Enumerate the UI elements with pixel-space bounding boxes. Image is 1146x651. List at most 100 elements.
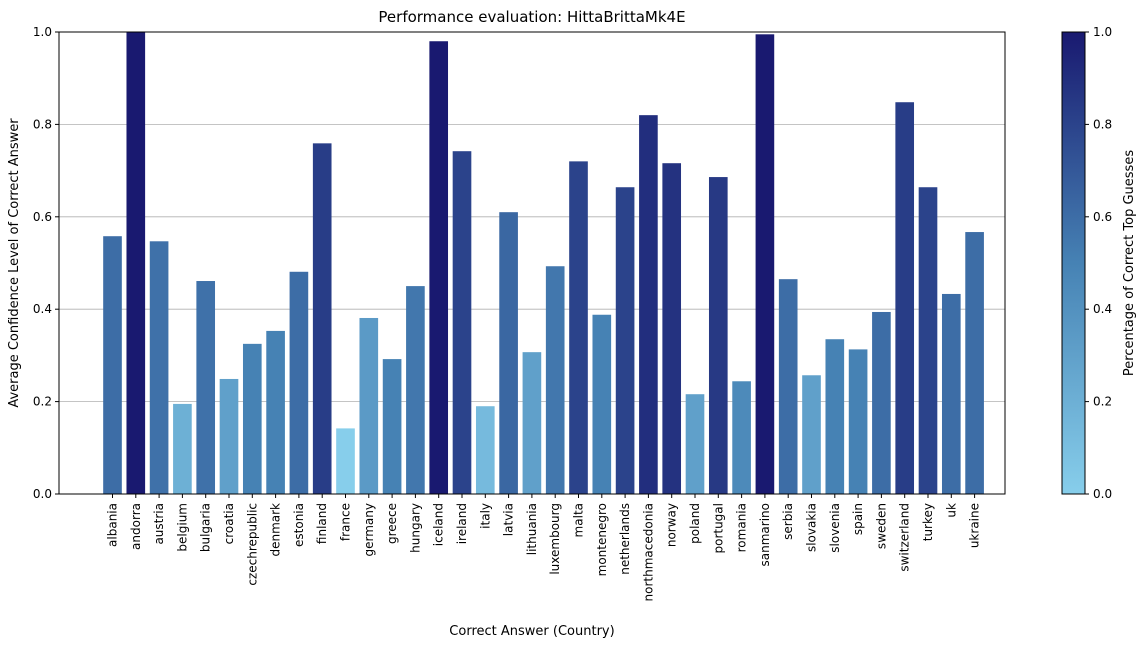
x-tick-label: slovakia	[805, 503, 819, 552]
colorbar-ticks: 0.0 0.2 0.4 0.6 0.8 1.0	[1085, 25, 1112, 501]
bar-poland	[685, 394, 705, 494]
bar-finland	[312, 143, 332, 495]
x-tick-label: romania	[735, 503, 749, 552]
colorbar-tick-label: 1.0	[1093, 25, 1112, 39]
x-tick-label: hungary	[408, 503, 422, 553]
x-tick-label: czechrepublic	[245, 503, 259, 586]
bar-luxembourg	[545, 266, 565, 494]
x-tick-label: serbia	[781, 503, 795, 540]
x-tick-label: sweden	[874, 503, 888, 549]
x-tick-label: malta	[572, 503, 586, 537]
bar-malta	[569, 161, 588, 495]
bar-france	[336, 428, 355, 494]
bar-serbia	[778, 279, 798, 494]
colorbar-tick-label: 0.0	[1093, 487, 1112, 501]
bar-spain	[848, 349, 868, 494]
bars	[103, 32, 984, 495]
x-tick-label: netherlands	[618, 503, 632, 575]
bar-bulgaria	[196, 281, 216, 494]
y-axis-label: Average Confidence Level of Correct Answ…	[7, 118, 22, 408]
bar-andorra	[126, 32, 146, 494]
bar-czechrepublic	[242, 343, 262, 494]
bar-switzerland	[895, 102, 915, 494]
colorbar-tick-label: 0.2	[1093, 395, 1112, 409]
bar-belgium	[173, 403, 192, 494]
bar-netherlands	[615, 187, 635, 494]
x-tick-label: northmacedonia	[641, 503, 655, 601]
bar-norway	[662, 163, 682, 494]
y-tick-label: 0.4	[33, 302, 52, 316]
x-tick-label: uk	[944, 503, 958, 518]
x-tick-label: austria	[152, 503, 166, 545]
x-tick-label: italy	[478, 503, 492, 529]
x-tick-label: iceland	[432, 503, 446, 546]
bar-montenegro	[592, 314, 612, 494]
x-tick-label: lithuania	[525, 503, 539, 555]
x-axis-ticks: albania andorra austria belgium bulgaria croa…	[106, 494, 982, 601]
x-tick-label: portugal	[711, 503, 725, 554]
bar-latvia	[499, 212, 518, 494]
x-tick-label: greece	[385, 503, 399, 544]
x-tick-label: slovenia	[828, 503, 842, 553]
x-tick-label: denmark	[269, 503, 283, 557]
bar-ireland	[452, 151, 472, 495]
x-tick-label: poland	[688, 503, 702, 544]
x-tick-label: sanmarino	[758, 503, 772, 566]
bar-portugal	[708, 177, 728, 494]
bar-ukraine	[965, 232, 984, 494]
bar-albania	[103, 236, 122, 495]
bar-italy	[475, 406, 495, 494]
x-tick-label: latvia	[502, 503, 516, 536]
y-tick-label: 0.0	[33, 487, 52, 501]
x-tick-label: luxembourg	[548, 503, 562, 575]
bar-sanmarino	[755, 34, 775, 495]
bar-romania	[732, 381, 751, 494]
x-tick-label: belgium	[175, 503, 189, 552]
y-tick-label: 0.2	[33, 395, 52, 409]
y-tick-label: 0.6	[33, 210, 52, 224]
bar-estonia	[289, 271, 309, 494]
bar-turkey	[918, 187, 938, 494]
bar-croatia	[219, 378, 239, 494]
bar-denmark	[266, 330, 285, 494]
x-tick-label: croatia	[222, 503, 236, 544]
x-tick-label: norway	[665, 503, 679, 547]
x-tick-label: andorra	[129, 503, 143, 550]
x-tick-label: france	[339, 503, 353, 541]
bar-germany	[359, 317, 379, 494]
x-tick-label: bulgaria	[199, 503, 213, 552]
bar-austria	[149, 241, 169, 494]
colorbar-tick-label: 0.4	[1093, 302, 1112, 316]
x-axis-label: Correct Answer (Country)	[449, 624, 614, 639]
bar-hungary	[406, 286, 425, 494]
chart-title: Performance evaluation: HittaBrittaMk4E	[378, 8, 685, 26]
bar-sweden	[872, 311, 891, 494]
x-tick-label: estonia	[292, 503, 306, 547]
x-tick-label: albania	[106, 503, 120, 547]
colorbar: 0.0 0.2 0.4 0.6 0.8 1.0 Percentage of Correct…	[1061, 25, 1137, 501]
bar-slovakia	[802, 375, 821, 494]
x-tick-label: spain	[851, 503, 865, 535]
bar-lithuania	[522, 352, 542, 494]
y-tick-label: 0.8	[33, 117, 52, 131]
colorbar-tick-label: 0.8	[1093, 117, 1112, 131]
x-tick-label: turkey	[921, 503, 935, 541]
x-tick-label: germany	[362, 503, 376, 556]
colorbar-label: Percentage of Correct Top Guesses	[1122, 150, 1137, 376]
x-tick-label: montenegro	[595, 503, 609, 576]
bar-uk	[941, 293, 961, 494]
y-axis-ticks: 0.0 0.2 0.4 0.6 0.8 1.0	[33, 25, 59, 501]
x-tick-label: switzerland	[898, 503, 912, 572]
x-tick-label: finland	[315, 503, 329, 544]
bar-greece	[382, 359, 402, 494]
x-tick-label: ukraine	[968, 503, 982, 548]
colorbar-tick-label: 0.6	[1093, 210, 1112, 224]
bar-northmacedonia	[639, 115, 658, 494]
colorbar-gradient	[1061, 31, 1086, 495]
bar-slovenia	[825, 339, 845, 494]
bar-iceland	[429, 41, 449, 495]
x-tick-label: ireland	[455, 503, 469, 544]
y-tick-label: 1.0	[33, 25, 52, 39]
